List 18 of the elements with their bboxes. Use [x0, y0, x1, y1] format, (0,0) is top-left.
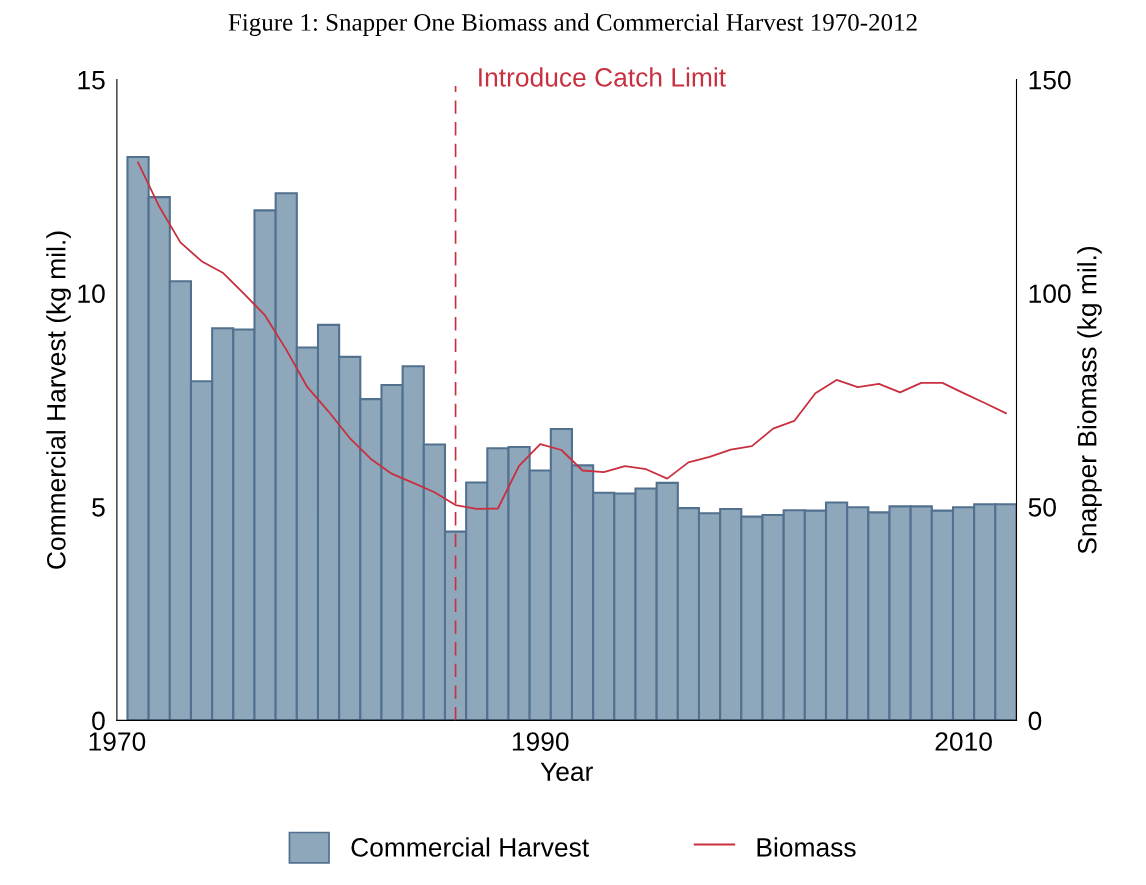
chart-title: Figure 1: Snapper One Biomass and Commercial Harvest 1970-2012 — [228, 13, 917, 37]
y-tick-label: 0 — [92, 711, 105, 731]
y-tick-label: 5 — [92, 498, 105, 517]
y2-tick-label: 0 — [1028, 711, 1042, 731]
y2-axis-title: Snapper Biomass (kg mil.) — [1077, 246, 1102, 554]
x-tick-label: 1990 — [512, 732, 569, 751]
y-axis-title: Commercial Harvest (kg mil.) — [46, 231, 71, 569]
legend-label: Commercial Harvest — [351, 837, 589, 857]
y-tick-label: 10 — [78, 284, 105, 304]
y-tick-label: 15 — [78, 71, 105, 90]
ref-line-label: Introduce Catch Limit — [479, 67, 726, 87]
y2-tick-label: 100 — [1029, 284, 1071, 304]
legend-label: Biomass — [757, 837, 856, 857]
x-axis-title: Year — [540, 762, 593, 782]
x-tick-label: 1970 — [89, 732, 146, 751]
x-tick-label: 2010 — [935, 732, 992, 751]
y2-tick-label: 150 — [1029, 70, 1071, 90]
y2-tick-label: 50 — [1028, 497, 1056, 517]
